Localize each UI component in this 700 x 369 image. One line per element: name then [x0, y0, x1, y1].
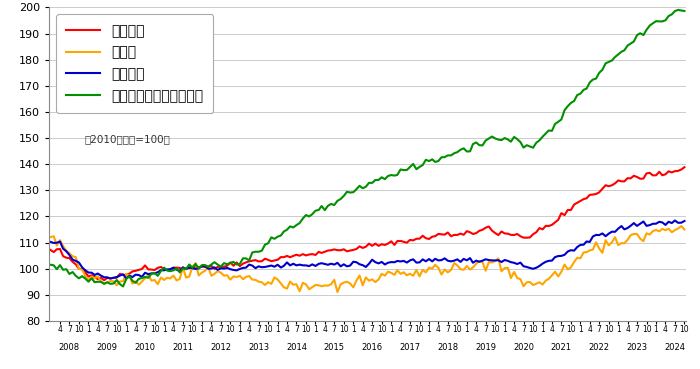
Line: 住宅地: 住宅地	[50, 226, 685, 292]
Legend: 住宅総合, 住宅地, 戸建住宅, マンション（区分所有）: 住宅総合, 住宅地, 戸建住宅, マンション（区分所有）	[56, 14, 213, 113]
Line: マンション（区分所有）: マンション（区分所有）	[50, 10, 685, 286]
Line: 戸建住宅: 戸建住宅	[50, 221, 685, 279]
Line: 住宅総合: 住宅総合	[50, 167, 685, 280]
Text: （2010年平均=100）: （2010年平均=100）	[84, 134, 170, 144]
